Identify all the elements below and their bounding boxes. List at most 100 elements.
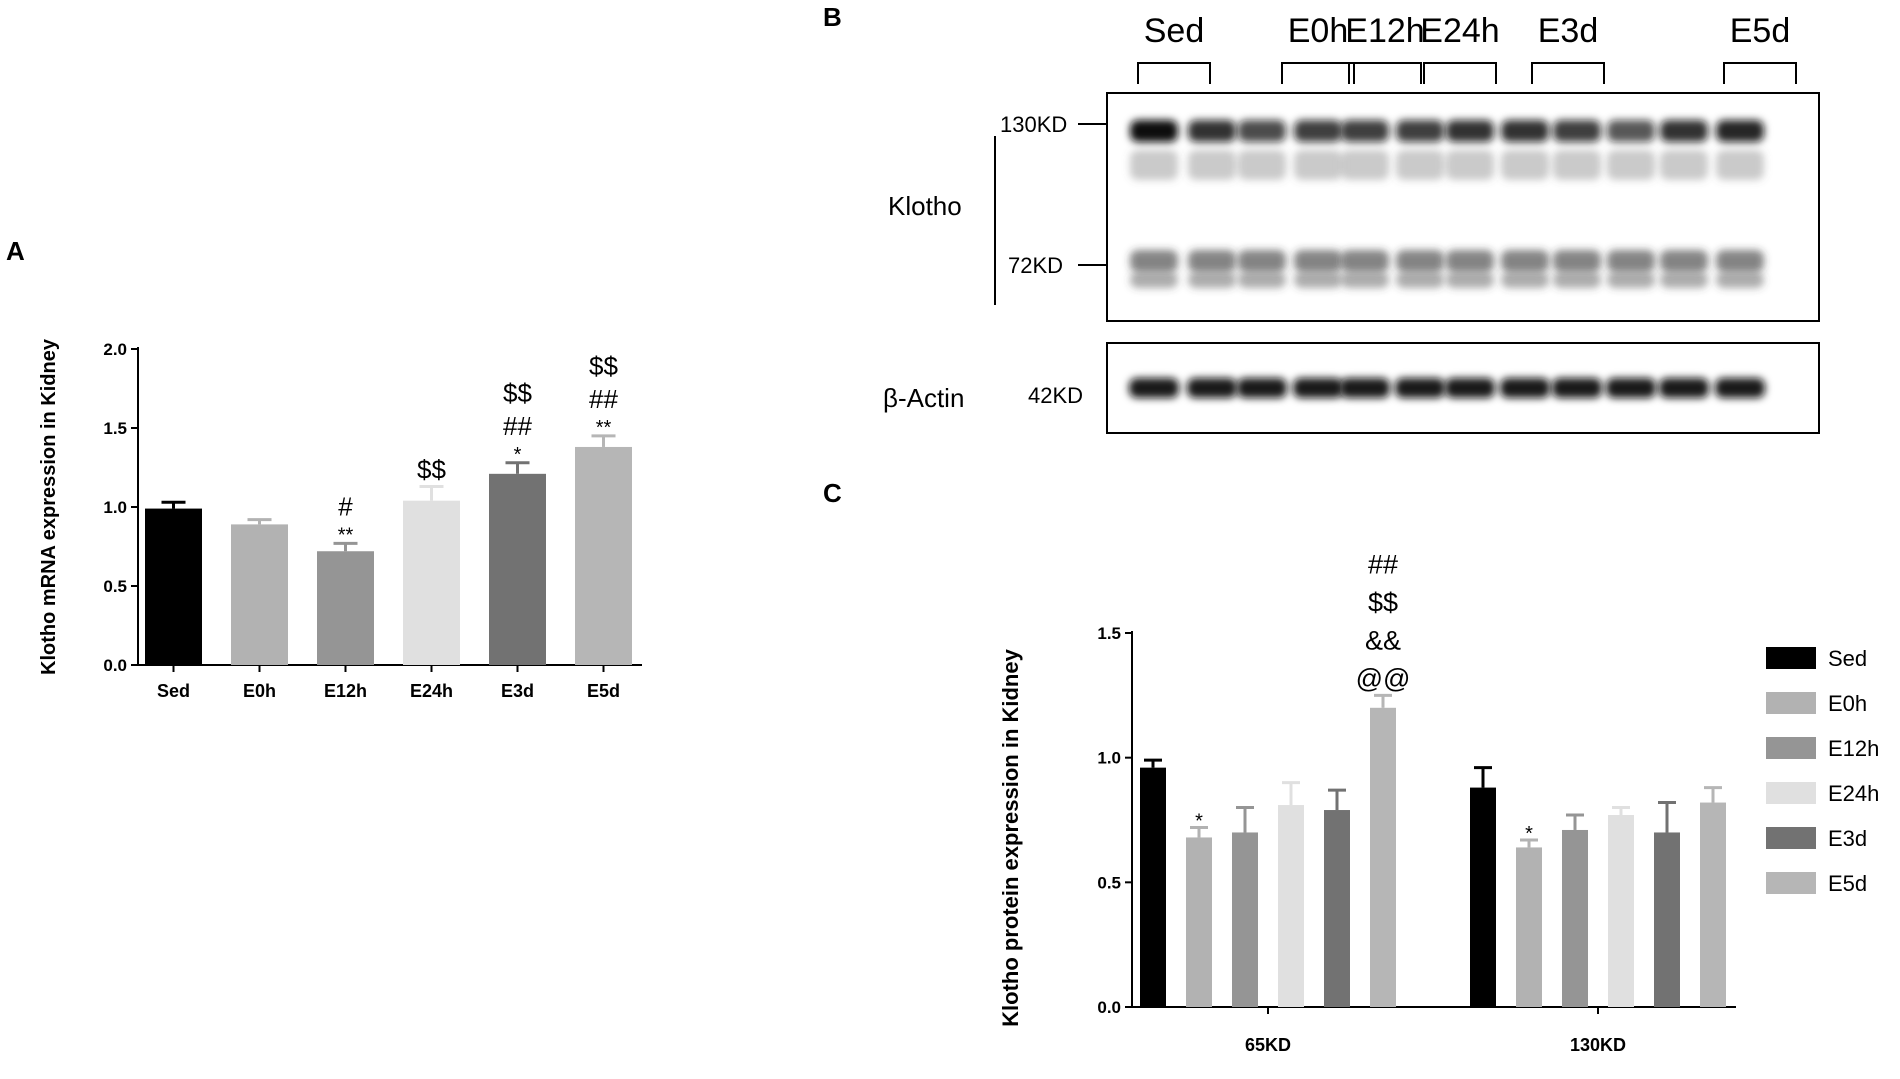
klotho-lower-band (1396, 272, 1444, 288)
chart-c-legend-swatch (1766, 737, 1816, 759)
klotho-72kd-band (1238, 250, 1286, 272)
mw-marker-42kd: 42KD (1028, 383, 1083, 408)
klotho-lower-band (1607, 272, 1655, 288)
panel-letter-a: A (6, 236, 25, 266)
chart-c-significance-label: * (1195, 810, 1203, 832)
klotho-smear-band (1660, 150, 1708, 180)
blot-group-label: E5d (1730, 12, 1791, 50)
klotho-label: Klotho (888, 191, 962, 221)
blot-group-label: E12h (1345, 12, 1424, 50)
chart-a-y-tick-label: 2.0 (103, 340, 127, 359)
chart-a-significance-label: $$ (417, 454, 446, 484)
chart-c-bar (1186, 837, 1212, 1007)
klotho-130kd-band (1660, 120, 1708, 142)
klotho-130kd-band (1446, 120, 1494, 142)
chart-c-x-tick-label: 65KD (1245, 1035, 1291, 1055)
actin-band (1715, 378, 1765, 398)
klotho-130kd-band (1607, 120, 1655, 142)
blot-group-label: E0h (1288, 12, 1349, 50)
klotho-smear-band (1396, 150, 1444, 180)
chart-a-y-tick-label: 0.5 (103, 577, 127, 596)
blot-group-bracket (1531, 62, 1605, 84)
chart-a-y-tick-label: 0.0 (103, 656, 127, 675)
chart-c-x-tick-label: 130KD (1570, 1035, 1626, 1055)
chart-c-significance-label: $$ (1368, 587, 1398, 617)
mw-marker-72kd: 72KD (1008, 253, 1063, 278)
chart-c-y-tick-label: 1.0 (1097, 749, 1121, 768)
klotho-lower-band (1238, 272, 1286, 288)
actin-band (1340, 378, 1390, 398)
klotho-72kd-band (1716, 250, 1764, 272)
panel-letter-c: C (823, 478, 842, 508)
klotho-72kd-band (1446, 250, 1494, 272)
blot-group-label: E3d (1538, 12, 1599, 50)
chart-c-bar (1608, 815, 1634, 1007)
actin-band (1659, 378, 1709, 398)
klotho-smear-band (1501, 150, 1549, 180)
klotho-130kd-band (1188, 120, 1236, 142)
chart-a-bar (489, 473, 546, 665)
klotho-72kd-band (1396, 250, 1444, 272)
chart-c-bar (1700, 802, 1726, 1007)
chart-c-legend-swatch (1766, 872, 1816, 894)
chart-a-significance-label: ## (503, 411, 532, 441)
klotho-130kd-band (1716, 120, 1764, 142)
chart-c-bar (1232, 832, 1258, 1007)
chart-a-bar (575, 446, 632, 665)
chart-c-legend-label: E24h (1828, 781, 1879, 806)
chart-c-y-tick-label: 0.0 (1097, 998, 1121, 1017)
actin-band (1500, 378, 1550, 398)
actin-band (1129, 378, 1179, 398)
chart-c-y-tick-label: 0.5 (1097, 873, 1121, 892)
klotho-72kd-band (1501, 250, 1549, 272)
chart-a-y-axis-label: Klotho mRNA expression in Kidney (38, 338, 60, 675)
chart-a-bar (317, 551, 374, 665)
blot-group-bracket (1137, 62, 1211, 84)
chart-c-significance-label: * (1525, 823, 1533, 845)
mw-marker-130kd: 130KD (1000, 112, 1067, 137)
chart-a-bar (403, 500, 460, 665)
blot-group-bracket (1423, 62, 1497, 84)
chart-c-legend-swatch (1766, 692, 1816, 714)
klotho-smear-band (1130, 150, 1178, 180)
chart-c-bar (1470, 787, 1496, 1007)
klotho-smear-band (1553, 150, 1601, 180)
chart-c-legend-label: E5d (1828, 871, 1867, 896)
chart-c-significance-label: && (1365, 625, 1401, 655)
chart-a-bar (231, 524, 288, 665)
klotho-72kd-band (1607, 250, 1655, 272)
chart-c-y-axis-label: Klotho protein expression in Kidney (998, 648, 1023, 1026)
chart-c-legend-label: E3d (1828, 826, 1867, 851)
chart-a-significance-label: # (338, 491, 353, 521)
klotho-72kd-band (1188, 250, 1236, 272)
klotho-72kd-band (1294, 250, 1342, 272)
chart-a-significance-label: ** (596, 417, 612, 439)
klotho-130kd-band (1553, 120, 1601, 142)
klotho-smear-band (1188, 150, 1236, 180)
klotho-130kd-band (1294, 120, 1342, 142)
klotho-lower-band (1716, 272, 1764, 288)
klotho-smear-band (1294, 150, 1342, 180)
klotho-lower-band (1446, 272, 1494, 288)
chart-a-x-tick-label: E24h (410, 681, 453, 701)
klotho-130kd-band (1238, 120, 1286, 142)
chart-a-x-tick-label: E0h (243, 681, 276, 701)
chart-c-bar (1324, 810, 1350, 1007)
chart-c-legend-swatch (1766, 782, 1816, 804)
chart-a-y-tick-label: 1.5 (103, 419, 127, 438)
chart-a-y-tick-label: 1.0 (103, 498, 127, 517)
blot-group-bracket (1348, 62, 1422, 84)
chart-c-bar (1562, 829, 1588, 1007)
klotho-130kd-band (1341, 120, 1389, 142)
chart-a-significance-label: ** (338, 524, 354, 546)
klotho-72kd-band (1660, 250, 1708, 272)
chart-c-significance-label: @@ (1356, 663, 1411, 693)
chart-c-bar (1516, 847, 1542, 1007)
klotho-lower-band (1341, 272, 1389, 288)
chart-a-significance-label: $$ (503, 378, 532, 408)
chart-c-legend-label: E12h (1828, 736, 1879, 761)
chart-c-bar (1140, 767, 1166, 1007)
